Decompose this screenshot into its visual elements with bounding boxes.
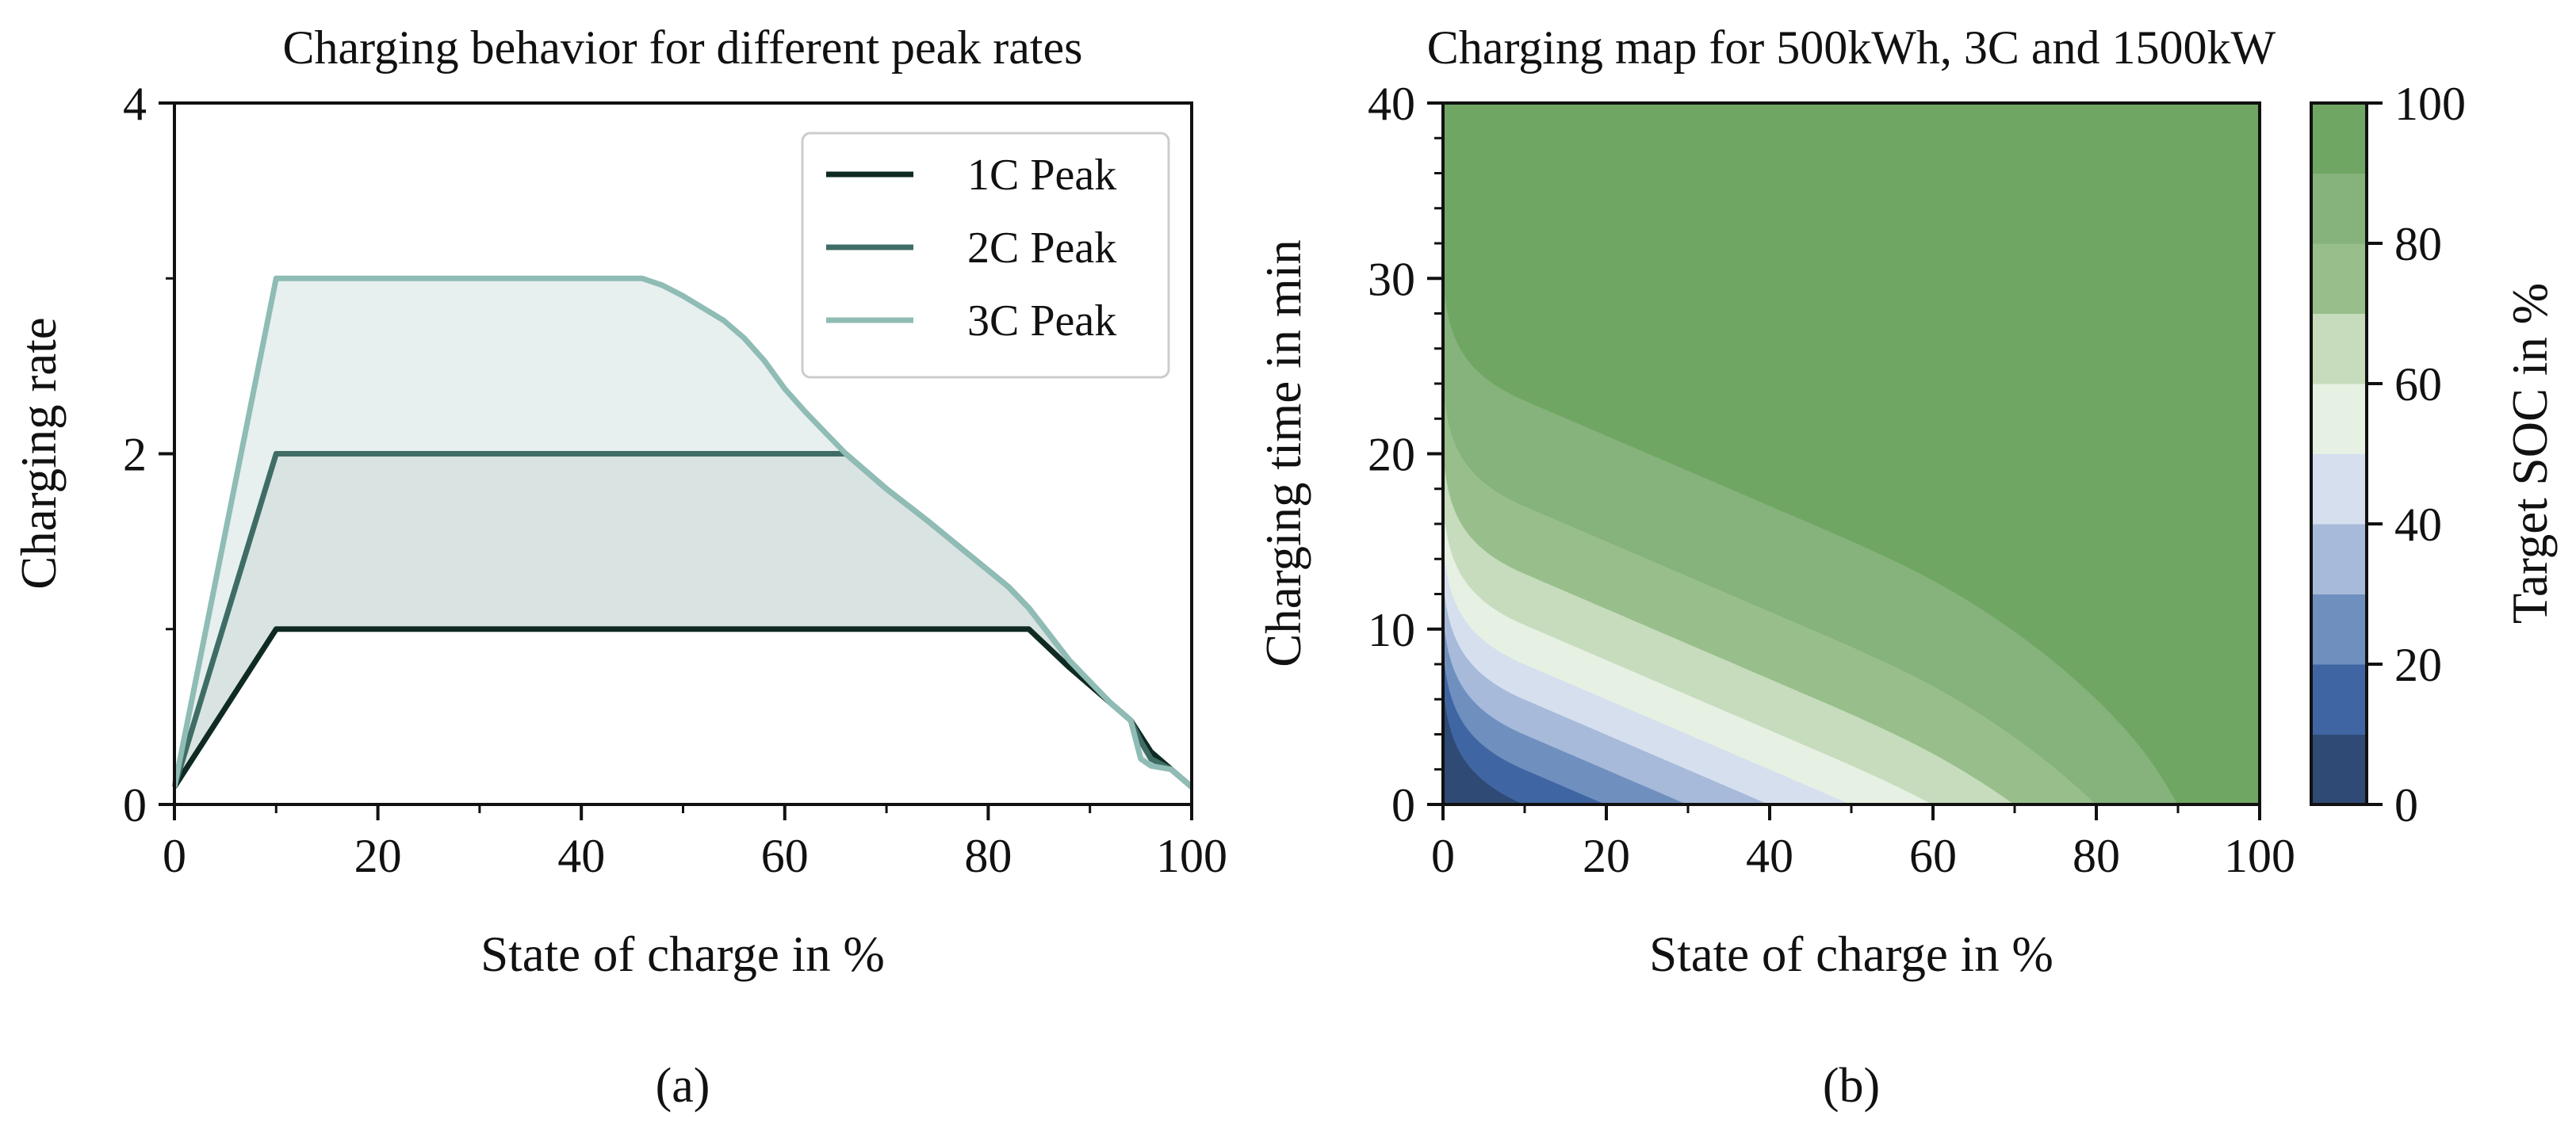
colorbar-tick-label: 60 (2394, 358, 2442, 411)
y-axis-ticks: 0 2 4 (123, 78, 174, 831)
legend-entry: 3C Peak (967, 296, 1116, 346)
series-line-1c (172, 626, 1194, 789)
x-axis-label: State of charge in % (1649, 927, 2054, 982)
y-tick-label: 2 (123, 429, 147, 481)
colorbar-segment (2311, 243, 2367, 314)
x-tick-label: 20 (1583, 830, 1630, 882)
y-tick-label: 4 (123, 78, 147, 130)
legend-entry: 1C Peak (967, 151, 1116, 200)
colorbar-tick-label: 100 (2394, 78, 2466, 130)
chart-title: Charging map for 500kWh, 3C and 1500kW (1427, 21, 2276, 74)
charging-map-chart: 0 20 40 60 80 100 0 10 20 30 40 Charging map for … (1256, 21, 2558, 1113)
panel-label-b: (b) (1823, 1059, 1880, 1113)
colorbar-segment (2311, 384, 2367, 454)
y-axis-label: Charging rate (11, 317, 67, 590)
chart-title: Charging behavior for different peak rat… (282, 21, 1082, 74)
colorbar-label: Target SOC in % (2502, 283, 2558, 624)
area-fills (174, 278, 1192, 787)
charging-rate-chart: 0 20 40 60 80 100 0 2 4 Charging behavior for d… (11, 21, 1227, 1113)
series-lines (171, 275, 1194, 789)
colorbar-segment (2311, 524, 2367, 594)
x-tick-label: 60 (761, 830, 809, 882)
colorbar-tick-label: 80 (2394, 218, 2442, 270)
x-tick-label: 80 (964, 830, 1012, 882)
y-tick-label: 20 (1368, 429, 1415, 481)
x-tick-label: 100 (1156, 830, 1227, 882)
colorbar (2311, 103, 2367, 805)
contour-band (1443, 103, 2260, 804)
y-tick-label: 30 (1368, 253, 1415, 305)
x-tick-label: 0 (163, 830, 186, 882)
x-tick-label: 40 (557, 830, 605, 882)
area-3c-2c (174, 278, 1192, 787)
x-tick-label: 0 (1431, 830, 1455, 882)
y-tick-label: 0 (123, 779, 147, 831)
y-axis-label: Charging time in min (1256, 239, 1311, 667)
colorbar-tick-label: 0 (2394, 779, 2418, 831)
colorbar-segment (2311, 313, 2367, 384)
y-axis-ticks: 0 10 20 30 40 (1368, 78, 1443, 831)
y-tick-label: 0 (1391, 779, 1415, 831)
y-tick-label: 10 (1368, 604, 1415, 656)
x-tick-label: 80 (2073, 830, 2120, 882)
x-axis-label: State of charge in % (480, 927, 885, 982)
x-tick-label: 60 (1909, 830, 1957, 882)
x-axis-ticks: 0 20 40 60 80 100 (1431, 804, 2295, 882)
area-2c-1c (174, 453, 1192, 787)
colorbar-ticks: 0 20 40 60 80 100 (2367, 78, 2466, 831)
legend-box (801, 132, 1170, 379)
colorbar-segment (2311, 453, 2367, 525)
x-tick-label: 40 (1746, 830, 1793, 882)
contour-bands (1443, 103, 2260, 804)
colorbar-tick-label: 40 (2394, 499, 2442, 551)
x-tick-label: 100 (2224, 830, 2295, 882)
legend: 1C Peak 2C Peak 3C Peak (801, 132, 1170, 379)
x-axis-ticks: 0 20 40 60 80 100 (163, 804, 1227, 882)
colorbar-segment (2311, 594, 2367, 665)
colorbar-segment (2311, 734, 2367, 805)
panel-label-a: (a) (656, 1059, 710, 1113)
y-tick-label: 40 (1368, 78, 1415, 130)
colorbar-segment (2311, 103, 2367, 174)
colorbar-frame (2310, 101, 2368, 806)
colorbar-segment (2311, 664, 2367, 735)
colorbar-segment (2311, 173, 2367, 244)
x-tick-label: 20 (354, 830, 402, 882)
legend-entry: 2C Peak (967, 224, 1116, 273)
colorbar-tick-label: 20 (2394, 639, 2442, 691)
series-line-3c (171, 275, 1194, 789)
